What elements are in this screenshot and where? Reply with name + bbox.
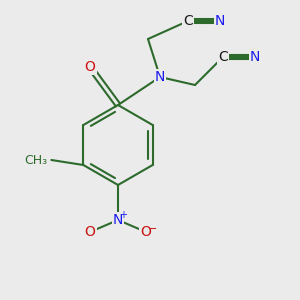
Text: O: O (85, 225, 95, 239)
Text: +: + (119, 210, 127, 220)
Text: O: O (85, 60, 95, 74)
Text: N: N (113, 213, 123, 227)
Text: N: N (250, 50, 260, 64)
Text: O: O (141, 225, 152, 239)
Text: −: − (148, 224, 158, 234)
Text: C: C (218, 50, 228, 64)
Text: N: N (155, 70, 165, 84)
Text: N: N (215, 14, 225, 28)
Text: CH₃: CH₃ (24, 154, 47, 166)
Text: C: C (183, 14, 193, 28)
